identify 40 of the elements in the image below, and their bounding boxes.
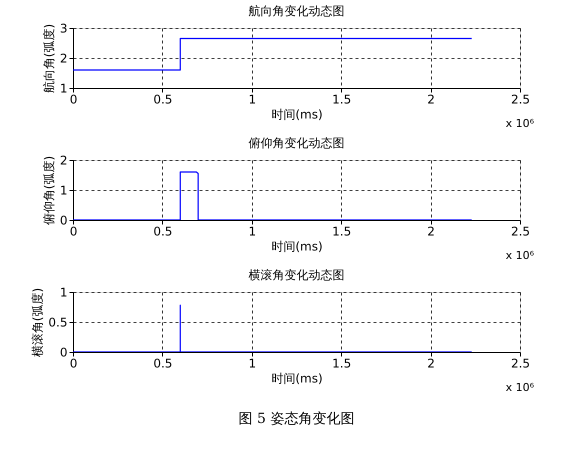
y-tick-label: 1 [60, 184, 68, 198]
x-tick-label: 2.5 [510, 356, 530, 370]
x-axis-title: 时间(ms) [271, 240, 323, 254]
y-axis-title: 航向角(弧度) [42, 24, 56, 94]
x-tick-label: 2 [427, 224, 435, 238]
y-axis-title: 横滚角(弧度) [30, 288, 44, 358]
x-tick-label: 2.5 [510, 92, 530, 106]
y-axis-title: 俯仰角(弧度) [42, 156, 56, 226]
chart-title: 航向角变化动态图 [248, 4, 344, 18]
x-tick-label: 0 [70, 92, 78, 106]
x-axis-title: 时间(ms) [271, 372, 323, 386]
x-tick-label: 1.5 [332, 356, 352, 370]
y-tick-label: 2 [60, 154, 68, 168]
y-tick-label: 0 [60, 346, 68, 360]
y-tick-label: 3 [60, 22, 68, 36]
x-tick-label: 0 [70, 356, 78, 370]
x-tick-label: 2 [427, 356, 435, 370]
chart-title: 俯仰角变化动态图 [248, 136, 344, 150]
x-tick-label: 0.5 [153, 224, 172, 238]
chart-title: 横滚角变化动态图 [248, 268, 344, 282]
x-axis-title: 时间(ms) [271, 108, 323, 122]
y-tick-label: 1 [60, 286, 68, 300]
y-tick-label: 0.5 [48, 316, 68, 330]
y-tick-label: 1 [60, 82, 68, 96]
x-tick-label: 1 [248, 224, 256, 238]
caption: 图 5 姿态角变化图 [238, 411, 354, 427]
text: x 10⁶ [506, 117, 535, 130]
x-tick-label: 2 [427, 92, 435, 106]
x-tick-label: 1 [248, 356, 256, 370]
text: x 10⁶ [506, 381, 535, 394]
x-tick-label: 1.5 [332, 224, 352, 238]
x-tick-label: 2.5 [510, 224, 530, 238]
y-tick-label: 0 [60, 214, 68, 228]
x-tick-label: 0.5 [153, 92, 172, 106]
x-tick-label: 1 [248, 92, 256, 106]
text: x 10⁶ [506, 249, 535, 262]
x-tick-label: 1.5 [332, 92, 352, 106]
x-tick-label: 0.5 [153, 356, 172, 370]
x-tick-label: 0 [70, 224, 78, 238]
y-tick-label: 2 [60, 52, 68, 66]
